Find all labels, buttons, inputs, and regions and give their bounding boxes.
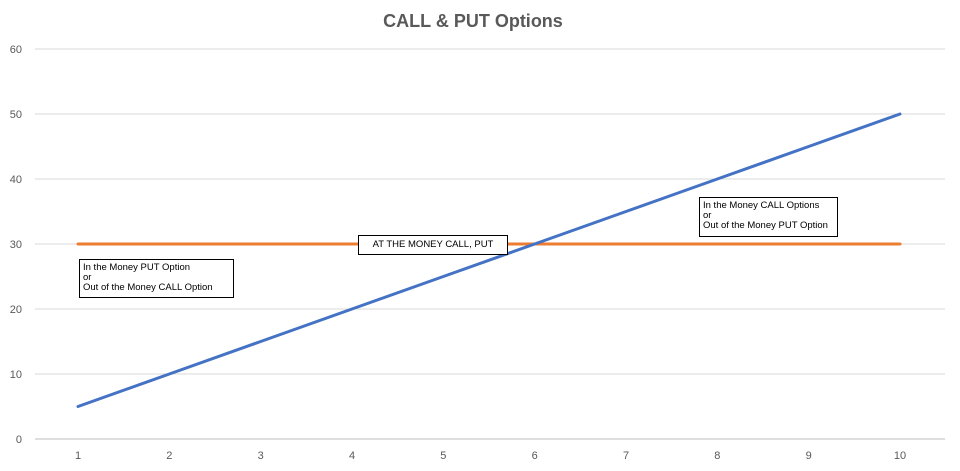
x-tick-label: 10 (894, 450, 906, 462)
chart-title: CALL & PUT Options (383, 11, 563, 31)
annotation-box-itm-call: In the Money CALL Options or Out of the … (699, 197, 838, 237)
y-tick-label: 50 (10, 109, 22, 121)
annotation-box-itm-put: In the Money PUT Option or Out of the Mo… (79, 259, 234, 298)
y-axis-ticks: 0 10 20 30 40 50 60 (10, 44, 22, 446)
annotation-line: Out of the Money CALL Option (83, 282, 213, 293)
x-tick-label: 1 (75, 450, 81, 462)
y-tick-label: 60 (10, 44, 22, 56)
annotation-line: or (83, 272, 92, 283)
y-tick-label: 40 (10, 174, 22, 186)
x-tick-label: 2 (166, 450, 172, 462)
x-tick-label: 6 (532, 450, 538, 462)
x-tick-label: 7 (623, 450, 629, 462)
x-tick-label: 5 (440, 450, 446, 462)
annotation-line: Out of the Money PUT Option (703, 220, 828, 231)
y-tick-label: 10 (10, 369, 22, 381)
x-tick-label: 3 (258, 450, 264, 462)
x-tick-label: 8 (714, 450, 720, 462)
x-axis-ticks: 1 2 3 4 5 6 7 8 9 10 (75, 450, 906, 462)
series-line-0 (76, 112, 902, 408)
annotation-line: or (703, 210, 712, 221)
x-tick-label: 4 (349, 450, 355, 462)
y-tick-label: 0 (16, 434, 22, 446)
annotation-line: In the Money CALL Options (703, 200, 820, 211)
y-tick-label: 20 (10, 304, 22, 316)
annotation-box-atm: AT THE MONEY CALL, PUT (358, 235, 508, 255)
x-tick-label: 9 (806, 450, 812, 462)
y-tick-label: 30 (10, 239, 22, 251)
annotation-line: In the Money PUT Option (83, 262, 191, 273)
annotation-line: AT THE MONEY CALL, PUT (372, 239, 494, 250)
